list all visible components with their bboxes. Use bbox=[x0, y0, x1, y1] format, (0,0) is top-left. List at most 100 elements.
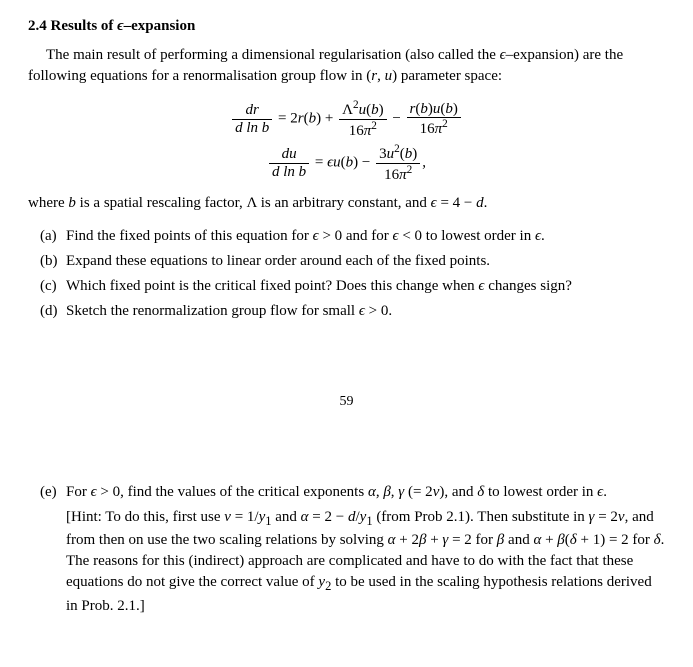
eq1-t1a: 2 bbox=[290, 110, 298, 126]
intro-l1a: The main result of performing a dimensio… bbox=[46, 47, 500, 63]
item-a-t1: Find the fixed points of this equation f… bbox=[66, 228, 313, 244]
intro-l1b: –expansion) bbox=[506, 47, 579, 63]
where-a: where bbox=[28, 195, 68, 211]
where-b: b bbox=[68, 195, 76, 211]
eq1-minus: − bbox=[392, 110, 404, 126]
hint-l1e: (from Prob 2.1). Then substitute in bbox=[373, 509, 589, 525]
eq2-lhs-den-b: b bbox=[299, 164, 307, 180]
eq1-lhs-frac: dr d ln b bbox=[232, 102, 272, 136]
eq1-t1d: b bbox=[309, 110, 317, 126]
item-e-t6: . bbox=[603, 484, 607, 500]
hint-alpha2: α bbox=[388, 532, 396, 548]
eq2-lhs-den-a: d ln bbox=[272, 164, 299, 180]
equation-block: dr d ln b = 2r(b) + Λ2u(b) 16π2 − r(b)u(… bbox=[28, 97, 665, 185]
item-d-t2: > 0. bbox=[365, 303, 392, 319]
hint-l1c: = 2 − bbox=[309, 509, 348, 525]
eq1-f1: Λ2u(b) 16π2 bbox=[339, 99, 387, 139]
where-text: where b is a spatial rescaling factor, Λ… bbox=[28, 193, 665, 214]
eq1-lhs-den: d ln b bbox=[232, 120, 272, 137]
item-e-b: β bbox=[383, 484, 390, 500]
eq2-comma: , bbox=[422, 154, 426, 170]
item-d: (d) Sketch the renormalization group flo… bbox=[40, 301, 665, 322]
item-e: (e) For ϵ > 0, find the values of the cr… bbox=[40, 482, 665, 617]
hint-l3b: + bbox=[426, 532, 442, 548]
where-e: . bbox=[484, 195, 488, 211]
eq1-f2-den-a: 16 bbox=[420, 121, 435, 137]
eq2-f1-den-sup: 2 bbox=[407, 164, 413, 176]
eq2-t1b: u bbox=[333, 154, 341, 170]
hint-l3c: = 2 for bbox=[448, 532, 496, 548]
item-c-t2: changes sign? bbox=[484, 278, 571, 294]
item-e-t4: ), and bbox=[439, 484, 477, 500]
item-e-t2: > 0, find the values of the critical exp… bbox=[97, 484, 368, 500]
eq1-f1-den-sup: 2 bbox=[371, 120, 377, 132]
item-b-label: (b) bbox=[40, 251, 66, 272]
eq1-f2-den: 16π2 bbox=[407, 118, 461, 138]
hint-l3d: and bbox=[504, 532, 533, 548]
eq2-t1e: ) − bbox=[353, 154, 374, 170]
eq1-f1-den: 16π2 bbox=[339, 120, 387, 140]
item-d-content: Sketch the renormalization group flow fo… bbox=[66, 301, 665, 322]
item-d-t1: Sketch the renormalization group flow fo… bbox=[66, 303, 359, 319]
item-e-t5: to lowest order in bbox=[484, 484, 597, 500]
equation-1: dr d ln b = 2r(b) + Λ2u(b) 16π2 − r(b)u(… bbox=[230, 99, 463, 139]
item-a-content: Find the fixed points of this equation f… bbox=[66, 226, 665, 247]
section-title-suffix: –expansion bbox=[124, 18, 196, 34]
item-e-t1: For bbox=[66, 484, 91, 500]
item-a-t2: > 0 and for bbox=[319, 228, 393, 244]
eq1-f2-den-sup: 2 bbox=[442, 118, 448, 130]
eq1-f1-num-d: b bbox=[371, 102, 379, 118]
intro-paragraph: The main result of performing a dimensio… bbox=[28, 45, 665, 87]
eq2-f1-den-b: π bbox=[399, 167, 407, 183]
eq1-f2-num-g: b bbox=[445, 101, 453, 117]
item-a-t3: < 0 to lowest order in bbox=[399, 228, 535, 244]
eq1-f1-den-a: 16 bbox=[349, 123, 364, 139]
hint-l1a: = 1/ bbox=[231, 509, 259, 525]
item-b-content: Expand these equations to linear order a… bbox=[66, 251, 665, 272]
eq1-f2-num: r(b)u(b) bbox=[407, 101, 461, 119]
hint-l3e: + bbox=[541, 532, 557, 548]
intro-l2u: u bbox=[385, 68, 393, 84]
hint-nu2: ν bbox=[618, 509, 625, 525]
eq1-f2: r(b)u(b) 16π2 bbox=[407, 101, 461, 138]
where-d: = 4 − bbox=[437, 195, 476, 211]
where-c: is a spatial rescaling factor, Λ is an a… bbox=[76, 195, 431, 211]
hint-block: [Hint: To do this, first use ν = 1/y1 an… bbox=[66, 507, 665, 617]
hint-open: [Hint: To do this, first use bbox=[66, 509, 224, 525]
eq2-lhs-num: du bbox=[269, 146, 309, 164]
item-e-a: α bbox=[368, 484, 376, 500]
item-c: (c) Which fixed point is the critical fi… bbox=[40, 276, 665, 297]
item-c-content: Which fixed point is the critical fixed … bbox=[66, 276, 665, 297]
item-c-label: (c) bbox=[40, 276, 66, 297]
eq2-lhs-den: d ln b bbox=[269, 164, 309, 181]
intro-l2c: , bbox=[377, 68, 385, 84]
eq1-eq: = bbox=[278, 110, 290, 126]
item-d-label: (d) bbox=[40, 301, 66, 322]
section-heading: 2.4 Results of ϵ–expansion bbox=[28, 16, 665, 37]
item-a: (a) Find the fixed points of this equati… bbox=[40, 226, 665, 247]
eq1-lhs-den-b: b bbox=[262, 120, 270, 136]
hint-l2a: = 2 bbox=[594, 509, 617, 525]
eq1-f1-num-e: ) bbox=[379, 102, 384, 118]
intro-l2d: ) parameter space: bbox=[392, 68, 502, 84]
hint-l3g: + 1) = 2 for bbox=[577, 532, 654, 548]
item-a-label: (a) bbox=[40, 226, 66, 247]
eq2-f1-num-a: 3 bbox=[379, 146, 387, 162]
eq1-lhs-den-a: d ln bbox=[235, 120, 262, 136]
problem-list: (a) Find the fixed points of this equati… bbox=[40, 226, 665, 322]
eq1-t1e: ) + bbox=[316, 110, 337, 126]
equation-2: du d ln b = ϵu(b) − 3u2(b) 16π2 , bbox=[267, 143, 426, 183]
item-e-t3: (= 2 bbox=[404, 484, 432, 500]
eq1-lhs-num: dr bbox=[232, 102, 272, 120]
eq2-f1-num-e: ) bbox=[412, 146, 417, 162]
where-dvar: d bbox=[476, 195, 484, 211]
hint-nu: ν bbox=[224, 509, 231, 525]
eq2-f1-den: 16π2 bbox=[376, 164, 420, 184]
item-a-t4: . bbox=[541, 228, 545, 244]
eq2-lhs-frac: du d ln b bbox=[269, 146, 309, 180]
hint-beta3: β bbox=[557, 532, 564, 548]
problem-list-continued: (e) For ϵ > 0, find the values of the cr… bbox=[40, 482, 665, 617]
item-e-content: For ϵ > 0, find the values of the critic… bbox=[66, 482, 665, 617]
section-title-prefix: Results of bbox=[51, 18, 118, 34]
hint-l3a: + 2 bbox=[396, 532, 419, 548]
